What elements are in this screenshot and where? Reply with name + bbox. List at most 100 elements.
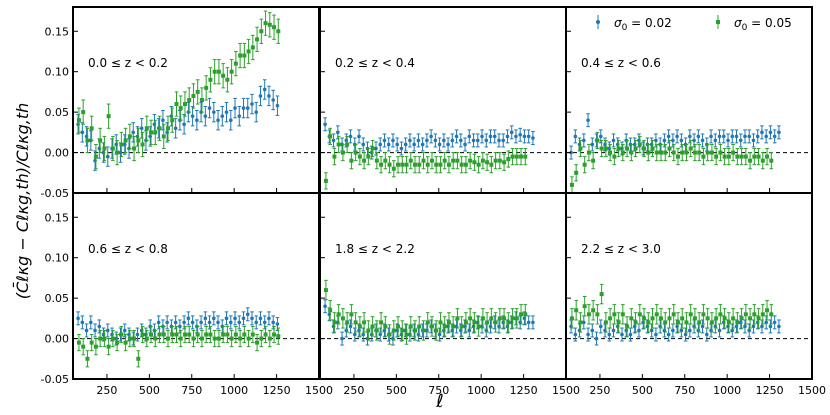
x-tick-label: 1250 — [263, 384, 291, 397]
data-point — [497, 152, 502, 170]
marker — [357, 154, 362, 159]
marker — [574, 308, 579, 313]
data-point — [717, 129, 722, 144]
data-point — [89, 115, 94, 141]
marker — [246, 336, 251, 341]
data-point — [438, 312, 443, 333]
marker — [642, 316, 647, 321]
data-point — [212, 59, 217, 85]
marker — [132, 146, 137, 151]
data-point — [488, 129, 493, 144]
data-point — [233, 325, 238, 344]
data-point — [408, 133, 412, 148]
data-point — [705, 308, 710, 329]
marker — [259, 29, 264, 34]
marker — [506, 320, 511, 325]
marker — [383, 158, 388, 163]
marker — [493, 158, 498, 163]
data-point — [144, 115, 149, 141]
x-tick-label: 250 — [343, 384, 364, 397]
data-point — [777, 125, 781, 140]
data-point — [772, 129, 777, 144]
data-point — [637, 304, 642, 325]
data-point — [340, 331, 344, 346]
marker — [607, 332, 612, 337]
marker — [357, 324, 362, 329]
marker — [255, 340, 260, 345]
data-point — [484, 133, 489, 148]
data-point — [250, 325, 255, 344]
marker — [204, 85, 209, 90]
data-point — [574, 164, 579, 182]
data-point — [591, 300, 596, 321]
data-point — [242, 325, 247, 344]
data-point — [497, 308, 502, 329]
marker — [526, 134, 531, 139]
data-point — [204, 325, 209, 344]
marker — [208, 77, 213, 82]
marker — [459, 162, 464, 167]
marker — [509, 130, 514, 135]
marker — [662, 138, 667, 143]
marker — [258, 94, 263, 98]
marker — [582, 304, 587, 309]
marker — [233, 316, 237, 321]
marker — [417, 162, 422, 167]
marker — [582, 138, 586, 143]
series-s005 — [323, 279, 528, 345]
data-point — [106, 103, 111, 129]
marker — [102, 146, 107, 151]
y-tick-label: 0.05 — [45, 106, 70, 119]
marker — [578, 320, 583, 325]
data-point — [216, 59, 221, 85]
data-point — [755, 129, 760, 144]
marker — [731, 150, 736, 155]
marker — [267, 22, 272, 27]
data-point — [425, 156, 430, 174]
data-point — [413, 320, 418, 341]
redshift-label: 0.6 ≤ z < 0.8 — [88, 242, 168, 256]
data-point — [238, 329, 243, 348]
data-point — [255, 26, 260, 52]
data-point — [173, 118, 178, 139]
data-point — [220, 105, 225, 127]
data-point — [442, 152, 447, 170]
marker — [608, 150, 613, 155]
marker — [362, 320, 367, 325]
marker — [650, 316, 655, 321]
legend-label: σ0 = 0.05 — [734, 16, 792, 33]
data-point — [467, 129, 472, 144]
marker — [357, 134, 361, 139]
marker — [229, 336, 234, 341]
data-point — [722, 148, 727, 166]
data-point — [386, 137, 391, 152]
data-point — [187, 325, 192, 344]
marker — [361, 142, 366, 147]
marker — [451, 158, 456, 163]
data-point — [531, 315, 535, 330]
data-point — [709, 143, 714, 162]
data-point — [459, 156, 464, 174]
marker — [391, 328, 396, 333]
marker — [488, 134, 493, 139]
marker — [233, 106, 237, 110]
marker — [417, 324, 422, 329]
data-point — [353, 143, 358, 162]
panel-frame — [319, 6, 567, 194]
data-point — [404, 324, 409, 345]
data-point — [735, 148, 740, 166]
data-point — [348, 319, 353, 334]
data-point — [135, 327, 140, 342]
data-point — [590, 137, 595, 152]
data-point — [450, 133, 455, 148]
data-point — [345, 312, 350, 333]
y-tick-label: -0.05 — [41, 373, 69, 386]
data-point — [446, 312, 451, 333]
marker — [323, 178, 328, 183]
data-point — [743, 304, 748, 325]
data-point — [258, 85, 263, 107]
marker — [595, 138, 600, 143]
marker — [340, 150, 345, 155]
series-s005 — [76, 10, 281, 170]
data-point — [675, 312, 680, 333]
